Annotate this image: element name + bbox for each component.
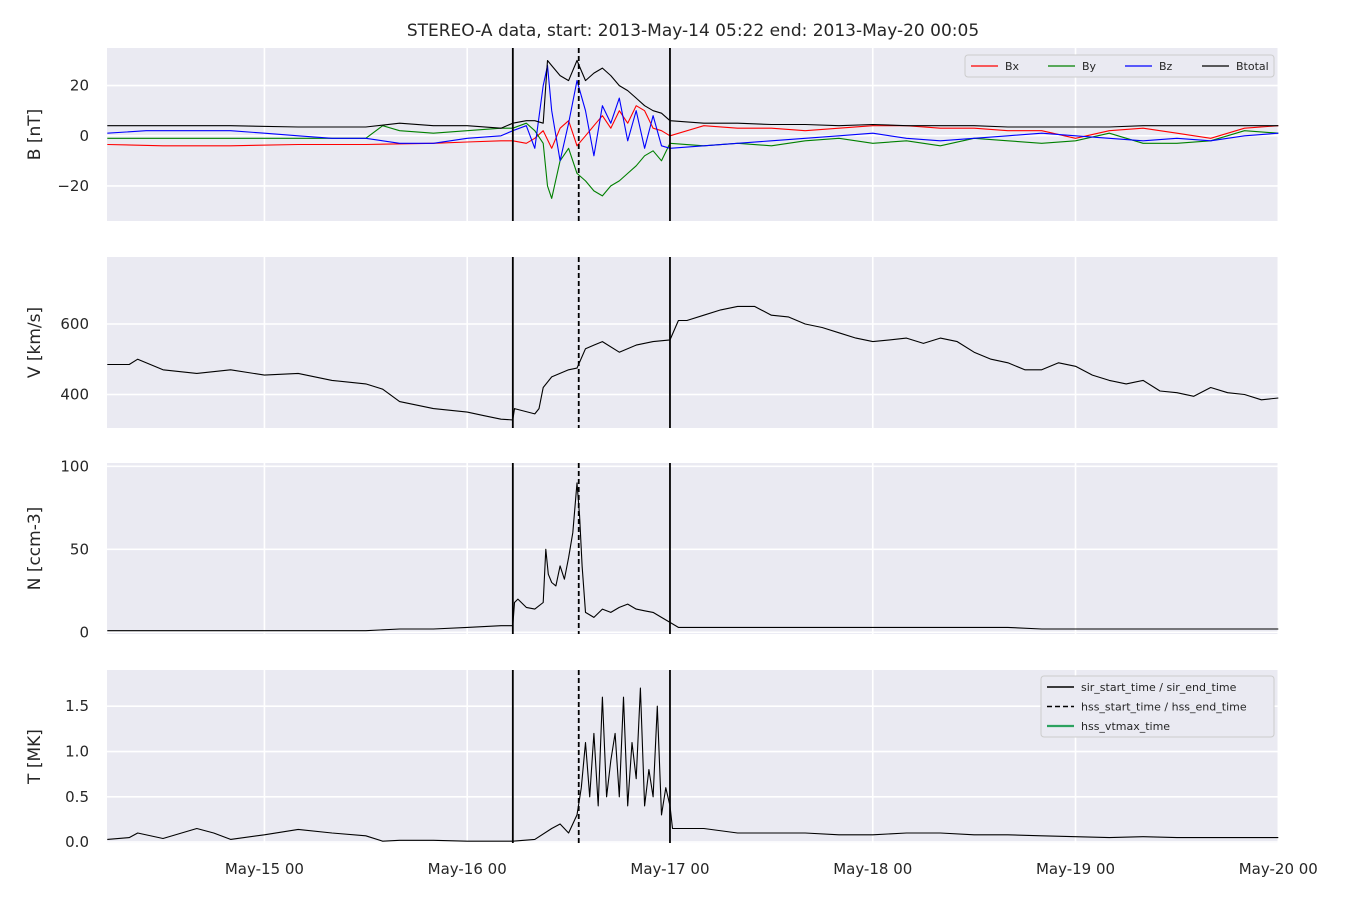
t-legend-label-0: sir_start_time / sir_end_time: [1081, 681, 1237, 694]
panel-v: 600 400 V [km/s]: [25, 257, 1280, 428]
x-tick-label-4: May-19 00: [1036, 860, 1115, 878]
t-legend-frame: [1040, 675, 1275, 738]
panel-v-series: [107, 305, 1279, 421]
panel-v-ytick-1: 400: [60, 386, 89, 404]
t-legend-label-1: hss_start_time / hss_end_time: [1081, 701, 1247, 714]
series-bx-line: [107, 105, 1279, 149]
x-axis: May-15 00 May-16 00 May-17 00 May-18 00 May-…: [225, 860, 1318, 878]
panel-n-ylabel: N [ccm-3]: [25, 507, 45, 591]
figure-title: STEREO-A data, start: 2013-May-14 05:22 …: [407, 21, 979, 41]
series-btotal-line: [107, 59, 1279, 129]
panel-t-ytick-2: 0.5: [65, 788, 89, 806]
panel-t-series: [107, 687, 1279, 842]
panel-n-series: [107, 482, 1279, 632]
panel-t-ytick-0: 1.5: [65, 697, 89, 715]
x-tick-label-1: May-16 00: [428, 860, 507, 878]
b-legend-frame: [964, 54, 1275, 78]
series-by-line: [107, 122, 1279, 199]
x-tick-label-3: May-18 00: [833, 860, 912, 878]
b-legend: Bx By Bz Btotal: [964, 54, 1275, 78]
series-t-line: [107, 687, 1279, 842]
panel-n-ytick-0: 100: [60, 457, 89, 475]
panel-v-ytick-0: 600: [60, 315, 89, 333]
panel-n-ytick-2: 0: [79, 623, 89, 641]
b-legend-label-1: By: [1082, 60, 1097, 73]
x-tick-label-5: May-20 00: [1239, 860, 1318, 878]
panel-t-ylabel: T [MK]: [25, 729, 45, 785]
panel-v-ylabel: V [km/s]: [25, 307, 45, 378]
panel-b-series: [107, 59, 1279, 199]
t-legend-label-2: hss_vtmax_time: [1081, 720, 1170, 733]
b-legend-label-2: Bz: [1159, 60, 1173, 73]
panel-n-background: [107, 463, 1279, 634]
panel-n-ytick-1: 50: [70, 540, 89, 558]
panel-t-ytick-3: 0.0: [65, 833, 89, 851]
series-v-line: [107, 305, 1279, 421]
panel-n: 100 50 0 N [ccm-3]: [25, 457, 1280, 641]
series-n-line: [107, 482, 1279, 632]
panel-b-ytick-1: 0: [79, 127, 89, 145]
series-bz-line: [107, 65, 1279, 162]
x-tick-label-0: May-15 00: [225, 860, 304, 878]
panel-v-background: [107, 257, 1279, 428]
b-legend-label-3: Btotal: [1236, 60, 1269, 73]
x-tick-label-2: May-17 00: [630, 860, 709, 878]
t-legend: sir_start_time / sir_end_time hss_start_t…: [1040, 675, 1275, 738]
b-legend-label-0: Bx: [1005, 60, 1020, 73]
panel-b-ylabel: B [nT]: [25, 109, 45, 161]
panel-t-ytick-1: 1.0: [65, 743, 89, 761]
panel-b-ytick-2: −20: [57, 177, 89, 195]
panel-b-ytick-0: 20: [70, 77, 89, 95]
